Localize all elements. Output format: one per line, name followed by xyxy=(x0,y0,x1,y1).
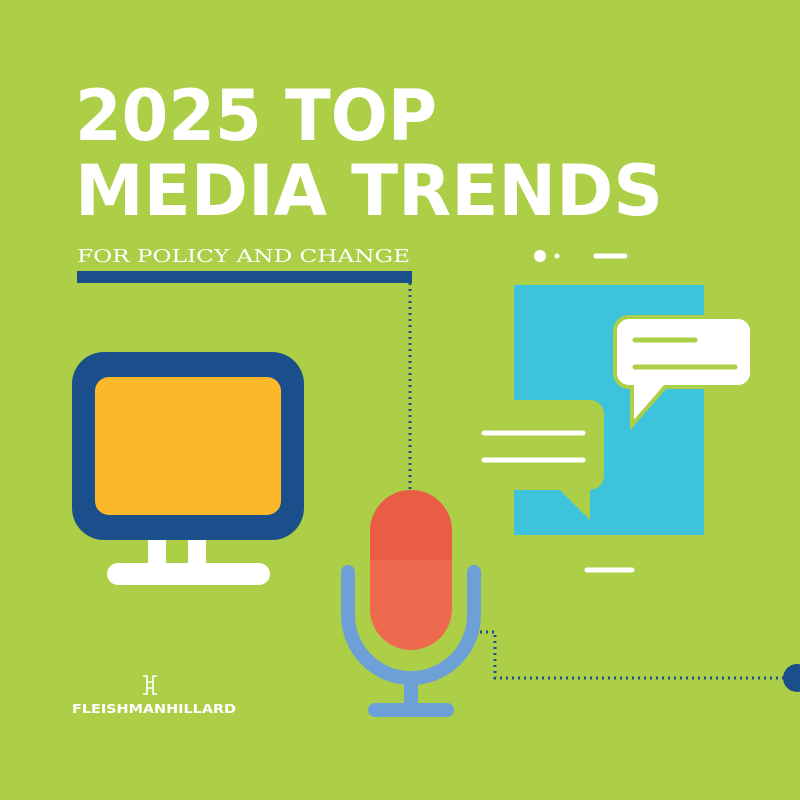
title-line: 2025 TOP xyxy=(75,75,437,157)
brand-logo xyxy=(143,675,157,695)
phone-icon xyxy=(470,250,754,573)
microphone-icon xyxy=(341,490,481,717)
connector-dot xyxy=(783,664,800,692)
dotted-line xyxy=(474,630,785,680)
title-line: MEDIA TRENDS xyxy=(75,150,663,232)
underline-bar xyxy=(77,271,412,283)
monitor-icon xyxy=(72,352,304,585)
brand-name: FLEISHMANHILLARD xyxy=(72,702,236,716)
subtitle: FOR POLICY AND CHANGE xyxy=(77,246,410,267)
